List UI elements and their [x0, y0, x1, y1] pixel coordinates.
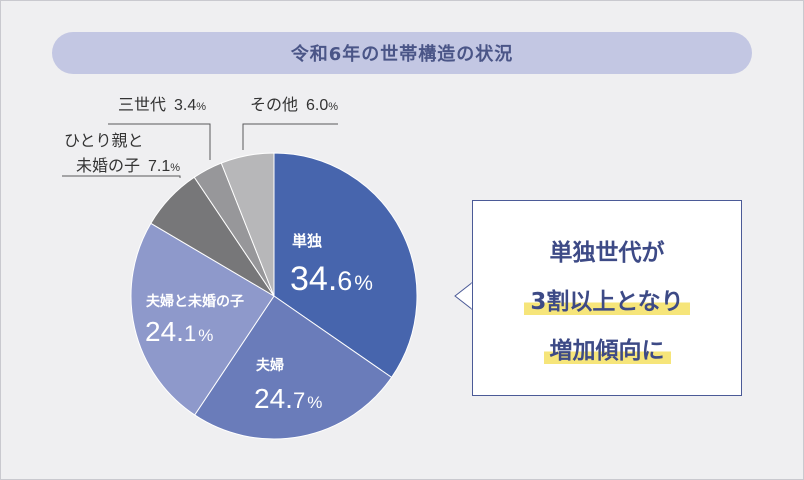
- callout-box: 単独世代が 3割以上となり 増加傾向に: [472, 200, 742, 396]
- pie-slice-fufu_mikon: [130, 222, 275, 416]
- chart-title-bar: 令和6年の世帯構造の状況: [52, 32, 752, 74]
- pie-slice-fufu: [193, 295, 393, 440]
- slice-value-fufu_mikon: 24.1%: [145, 316, 213, 347]
- pie-slice-sonota: [220, 152, 275, 297]
- slice-label-sansedai: 三世代 3.4%: [118, 95, 206, 114]
- slice-label-hitori_oya-1: ひとり親と: [64, 131, 144, 150]
- slice-label-fufu_mikon: 夫婦と未婚の子: [146, 293, 244, 310]
- callout-line-1: 単独世代が: [549, 240, 665, 266]
- callout-line-3: 増加傾向に: [543, 338, 671, 364]
- callout-pointer: [454, 282, 474, 310]
- callout-text: 単独世代が 3割以上となり 増加傾向に: [473, 229, 741, 376]
- chart-title: 令和6年の世帯構造の状況: [290, 44, 514, 65]
- slice-label-fufu: 夫婦: [256, 357, 284, 374]
- leader-line-hitori_oya: [62, 175, 181, 178]
- slice-value-tandoku: 34.6%: [290, 260, 373, 298]
- leader-line-sonota: [242, 123, 338, 150]
- pie-slice-tandoku: [273, 152, 418, 379]
- slice-label-hitori_oya-2: 未婚の子 7.1%: [76, 156, 180, 175]
- slice-label-sonota: その他 6.0%: [250, 95, 338, 114]
- slice-label-tandoku: 単独: [292, 232, 322, 250]
- leader-line-sansedai: [108, 123, 211, 160]
- slice-value-fufu: 24.7%: [254, 383, 322, 414]
- callout-line-2: 3割以上となり: [524, 289, 690, 315]
